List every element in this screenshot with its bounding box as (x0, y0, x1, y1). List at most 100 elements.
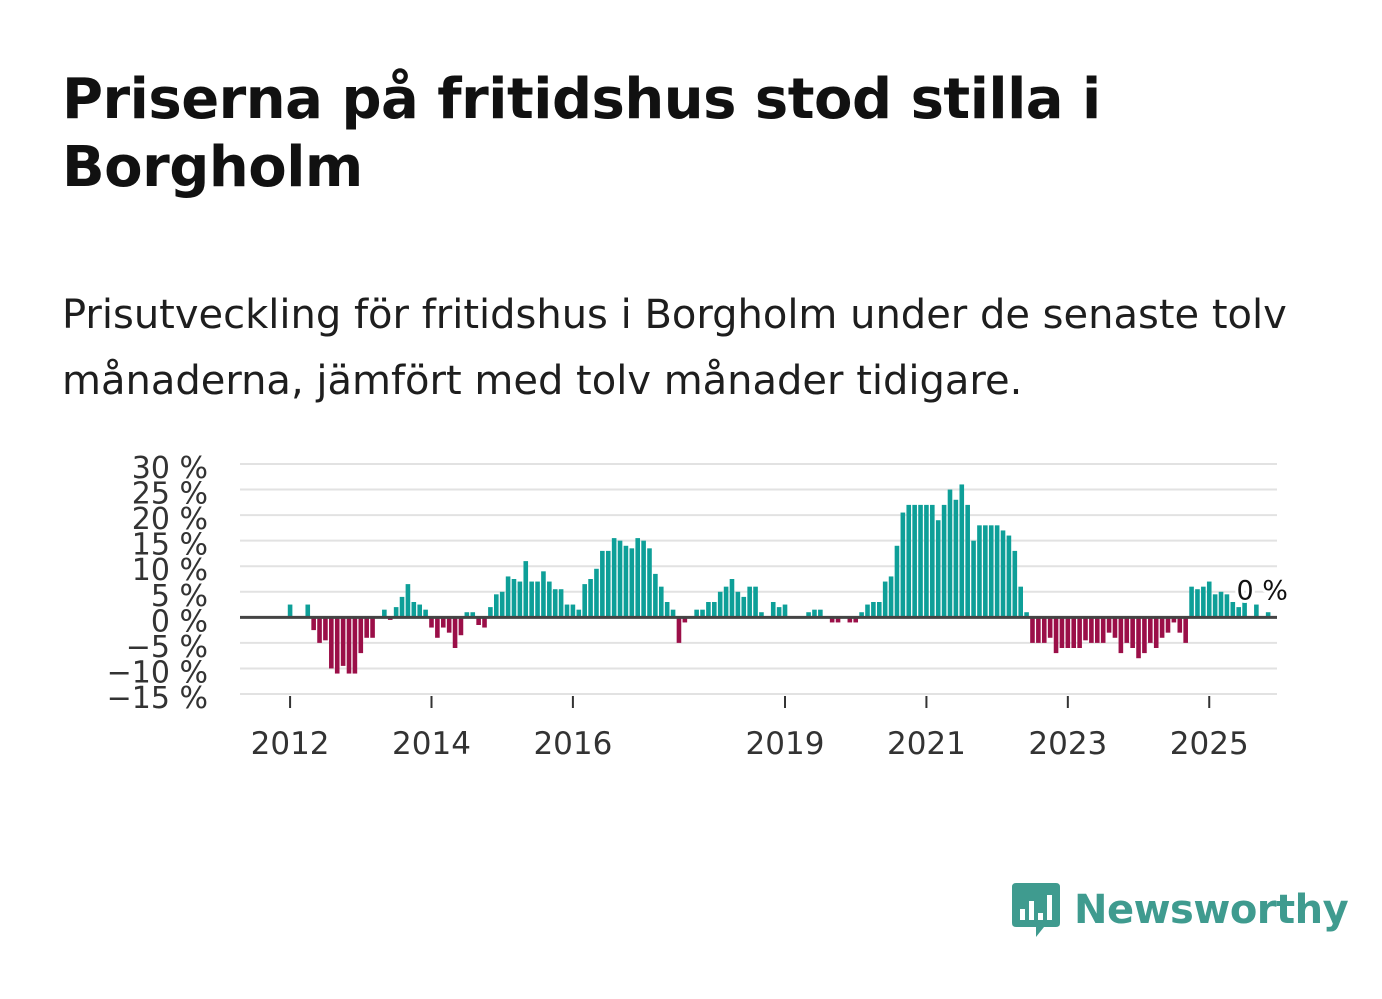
bar (594, 568, 599, 618)
bar (370, 617, 375, 638)
y-tick-label: 0 % (151, 604, 208, 639)
bar (1059, 617, 1065, 648)
bar (1041, 617, 1047, 643)
bar (1148, 617, 1153, 643)
bar (682, 617, 688, 623)
bar (623, 545, 629, 618)
bar (411, 602, 417, 618)
bar (346, 617, 352, 674)
bar (317, 617, 322, 643)
bar (399, 596, 405, 618)
bar (617, 540, 623, 618)
bar (1236, 607, 1241, 618)
bar (429, 617, 434, 628)
bar (1036, 617, 1041, 643)
bar (782, 604, 788, 618)
bar (959, 484, 965, 618)
bar (888, 576, 894, 618)
bar (747, 586, 752, 618)
bar (1118, 617, 1124, 654)
bar (494, 594, 499, 618)
y-tick-label: 5 % (151, 579, 208, 614)
bar (971, 540, 976, 618)
y-tick-label: 25 % (132, 477, 208, 512)
bar (305, 604, 311, 618)
x-tick-label: 2025 (1170, 726, 1249, 762)
bar (605, 550, 611, 618)
bar (906, 504, 912, 618)
bar (1242, 602, 1247, 618)
bar (1047, 617, 1053, 638)
bar (694, 609, 699, 618)
bar (458, 617, 464, 636)
bar (676, 617, 682, 643)
bar (700, 609, 705, 618)
bar (1130, 617, 1135, 648)
bar (829, 617, 835, 623)
bar (1159, 617, 1165, 638)
bar (853, 617, 859, 623)
bar (1089, 617, 1094, 643)
y-tick-label: −5 % (126, 630, 208, 665)
bar (1077, 617, 1082, 648)
bar (446, 617, 452, 633)
grid-lines (240, 463, 1277, 695)
bar (1224, 594, 1230, 618)
bar (476, 617, 481, 625)
y-tick-label: 20 % (132, 502, 208, 537)
bars (287, 484, 1271, 674)
bar (1124, 617, 1130, 643)
bar (912, 504, 917, 618)
bar (1201, 586, 1206, 618)
chart-subtitle: Prisutveckling för fritidshus i Borgholm… (62, 292, 1287, 404)
bar (865, 604, 870, 618)
bar (876, 602, 882, 618)
bar (1153, 617, 1159, 648)
bar (717, 591, 723, 618)
bar (535, 581, 540, 618)
bar (482, 617, 487, 628)
x-tick-label: 2023 (1028, 726, 1107, 762)
bar (776, 607, 782, 618)
bar (1094, 617, 1100, 643)
x-tick-label: 2014 (392, 726, 471, 762)
bar (1065, 617, 1071, 648)
bar (352, 617, 358, 674)
bar (1024, 612, 1029, 618)
bar (588, 579, 593, 618)
x-tick-label: 2019 (746, 726, 825, 762)
bar (894, 545, 900, 618)
bar (770, 602, 776, 618)
bar (647, 548, 652, 618)
bar (547, 581, 552, 618)
bar (977, 525, 982, 618)
bar (1218, 591, 1224, 618)
bar (1053, 617, 1059, 654)
brand-name: Newsworthy (1074, 887, 1349, 933)
bar (1018, 586, 1023, 618)
bar (1012, 550, 1018, 618)
y-axis-labels: 30 %25 %20 %15 %10 %5 %0 %−5 %−10 %−15 % (107, 451, 208, 716)
bar (464, 612, 470, 618)
bar (423, 609, 428, 618)
bar (340, 617, 346, 666)
bar (835, 617, 841, 623)
newsworthy-logo-icon (1012, 883, 1060, 937)
annotation-label: 0 % (1237, 575, 1288, 606)
bar (358, 617, 364, 654)
bar (505, 576, 511, 618)
x-tick-label: 2012 (251, 726, 330, 762)
y-tick-label: −10 % (107, 655, 208, 690)
bar (900, 512, 906, 618)
chart: 30 %25 %20 %15 %10 %5 %0 %−5 %−10 %−15 %… (107, 451, 1291, 762)
bar (723, 586, 729, 618)
bar (517, 581, 523, 618)
bar (287, 604, 293, 618)
y-tick-label: 10 % (132, 553, 208, 588)
bar (729, 579, 735, 618)
bar (541, 571, 546, 618)
bar (323, 617, 328, 641)
bar (435, 617, 440, 638)
bar (558, 589, 564, 618)
bar (1177, 617, 1183, 633)
